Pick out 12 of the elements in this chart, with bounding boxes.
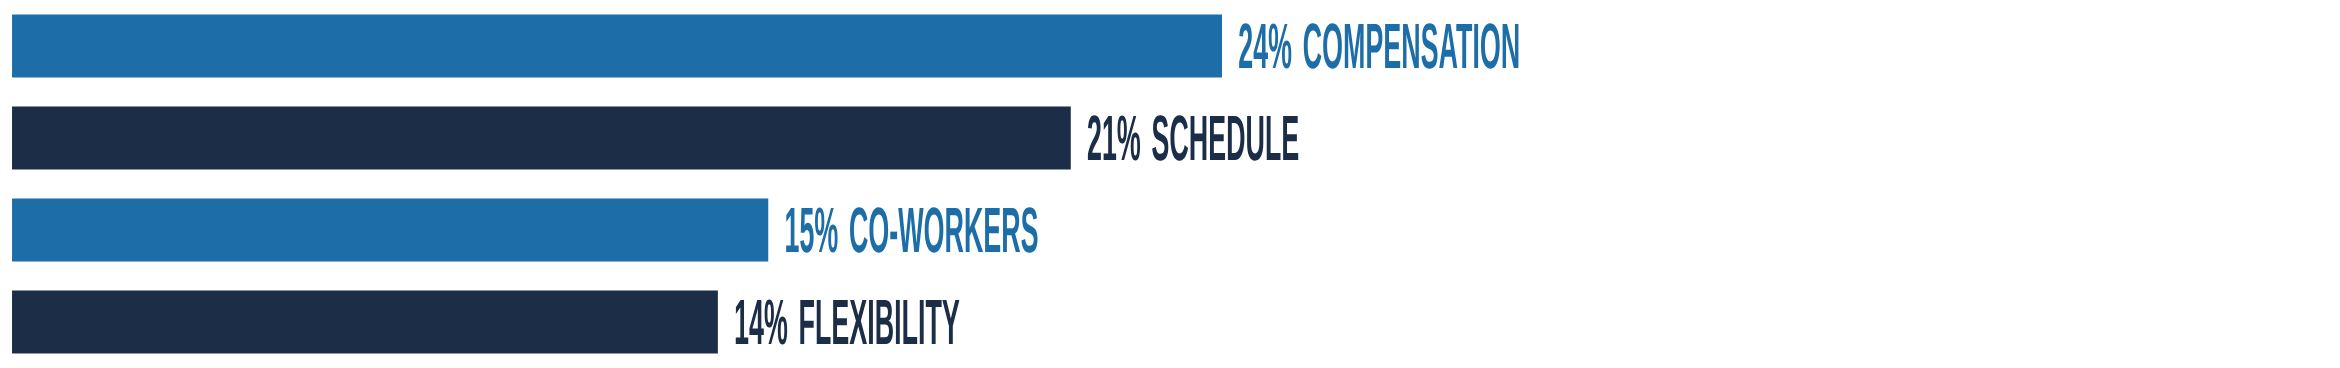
bar [12,198,769,262]
bar [12,14,1223,78]
data-label: 15% [786,207,838,253]
bar [12,106,1071,170]
y-tick-label: FLEXIBILITY [800,299,960,345]
y-tick-label: CO-WORKERS [850,207,1038,253]
y-tick-label: COMPENSATION [1303,23,1519,69]
data-label: 21% [1087,115,1141,161]
data-label: 14% [735,299,788,345]
bar [12,290,718,354]
y-tick-label: SCHEDULE [1152,115,1299,161]
data-label: 24% [1239,23,1292,69]
